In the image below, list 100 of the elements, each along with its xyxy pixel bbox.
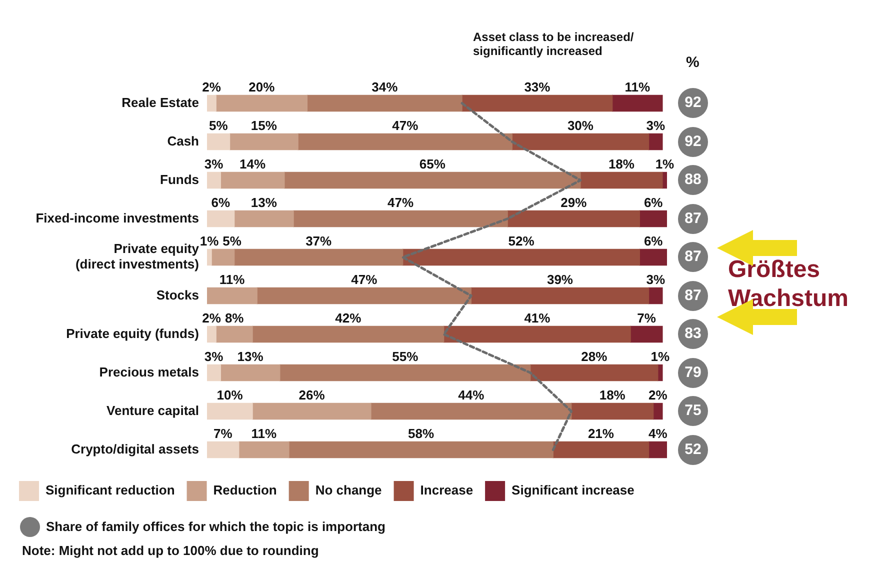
- bar: [207, 248, 212, 266]
- text: %: [686, 54, 700, 71]
- data-label: 7%: [214, 426, 233, 441]
- y-tick-label: Fixed-income investments: [36, 210, 199, 226]
- bar: [207, 210, 235, 228]
- data-label: 3%: [646, 118, 666, 133]
- bar: [211, 248, 235, 266]
- annotation: 88: [678, 165, 708, 196]
- y-tick-label: Venture capital: [106, 402, 199, 418]
- data-label: 13%: [250, 194, 278, 210]
- data-label: 52%: [508, 233, 535, 248]
- data-label: 44%: [458, 387, 485, 402]
- data-label: 5%: [208, 118, 228, 133]
- bar: [256, 287, 472, 304]
- data-label: 18%: [599, 387, 626, 402]
- bar: [284, 172, 581, 189]
- bar: [207, 364, 221, 382]
- data-label: 37%: [306, 233, 332, 248]
- annotation: 92: [678, 88, 708, 118]
- data-label: 5%: [222, 233, 242, 248]
- data-label: 3%: [646, 272, 666, 287]
- bar: [216, 94, 308, 112]
- data-label: 4%: [648, 426, 668, 441]
- bar: [571, 402, 654, 420]
- data-label: 33%: [524, 79, 551, 94]
- data-label: 34%: [372, 79, 398, 94]
- y-tick-label: Crypto/digital assets: [71, 441, 199, 456]
- data-label: 18%: [608, 156, 635, 172]
- bar: [207, 133, 230, 150]
- data-label: 47%: [388, 194, 414, 210]
- bar: [370, 402, 572, 420]
- data-label: 1%: [650, 348, 670, 364]
- data-label: 11%: [219, 272, 246, 287]
- bar: [658, 364, 663, 382]
- text: Share of family offices for which the topic is importang: [46, 519, 386, 534]
- data-label: 26%: [298, 387, 326, 402]
- data-label: 8%: [224, 310, 244, 326]
- data-label: 1%: [200, 233, 220, 248]
- bar: [234, 210, 294, 228]
- data-label: 3%: [204, 348, 224, 364]
- bar: [280, 364, 531, 382]
- data-label: 2%: [648, 387, 668, 402]
- data-label: 10%: [216, 387, 244, 402]
- bar: [220, 172, 285, 189]
- data-label: 6%: [211, 194, 230, 210]
- bar: [207, 402, 253, 420]
- bar: [648, 287, 663, 304]
- bar: [207, 172, 221, 189]
- bar: [298, 133, 512, 150]
- legend-label: Reduction: [213, 482, 277, 498]
- legend-label: Significant increase: [512, 482, 634, 498]
- bar: [648, 441, 667, 458]
- text: Asset class to be increased/ significantly increased: [473, 30, 635, 58]
- bar: [639, 248, 667, 266]
- text: Note: Might not add up to 100% due to rounding: [22, 543, 320, 558]
- data-label: 21%: [588, 426, 614, 441]
- bar: [216, 326, 253, 343]
- data-label: 6%: [644, 233, 664, 248]
- bar: [252, 326, 444, 343]
- bar: [552, 441, 650, 458]
- annotation: 87: [678, 204, 708, 234]
- bar: [306, 94, 462, 112]
- data-label: 47%: [351, 272, 378, 287]
- y-tick-label: Private equity (direct investments): [75, 241, 200, 272]
- legend-label: No change: [315, 482, 382, 498]
- data-label: 20%: [248, 79, 276, 94]
- bar: [288, 441, 554, 458]
- data-label: 11%: [251, 426, 278, 441]
- annotation: 75: [678, 396, 708, 426]
- annotation: 87: [678, 242, 708, 272]
- data-label: 47%: [392, 118, 419, 133]
- bar: [507, 210, 640, 228]
- data-label: 39%: [546, 272, 574, 287]
- bar: [630, 326, 663, 343]
- legend-label: Increase: [420, 482, 474, 498]
- annotation: Größtes Wachstum: [728, 256, 850, 314]
- bar: [220, 364, 280, 382]
- bar: [238, 441, 290, 458]
- annotation: 52: [678, 434, 708, 465]
- data-label: 28%: [581, 348, 608, 364]
- y-tick-label: Reale Estate: [122, 94, 199, 110]
- bar: [293, 210, 508, 228]
- bar: [207, 441, 240, 458]
- data-label: 41%: [524, 310, 551, 326]
- bar: [207, 326, 216, 343]
- data-label: 58%: [408, 426, 435, 441]
- annotation: 92: [678, 126, 708, 157]
- y-tick-label: Stocks: [156, 287, 199, 302]
- data-label: 42%: [335, 310, 362, 326]
- bar: [462, 94, 613, 112]
- data-label: 1%: [655, 156, 675, 172]
- bar: [207, 94, 216, 112]
- bar: [234, 248, 404, 266]
- bar: [648, 133, 663, 150]
- data-label: 2%: [202, 310, 222, 326]
- data-label: 15%: [250, 118, 278, 133]
- bar: [444, 326, 631, 343]
- bar: [252, 402, 372, 420]
- bar: [402, 248, 640, 266]
- bar: [639, 210, 667, 228]
